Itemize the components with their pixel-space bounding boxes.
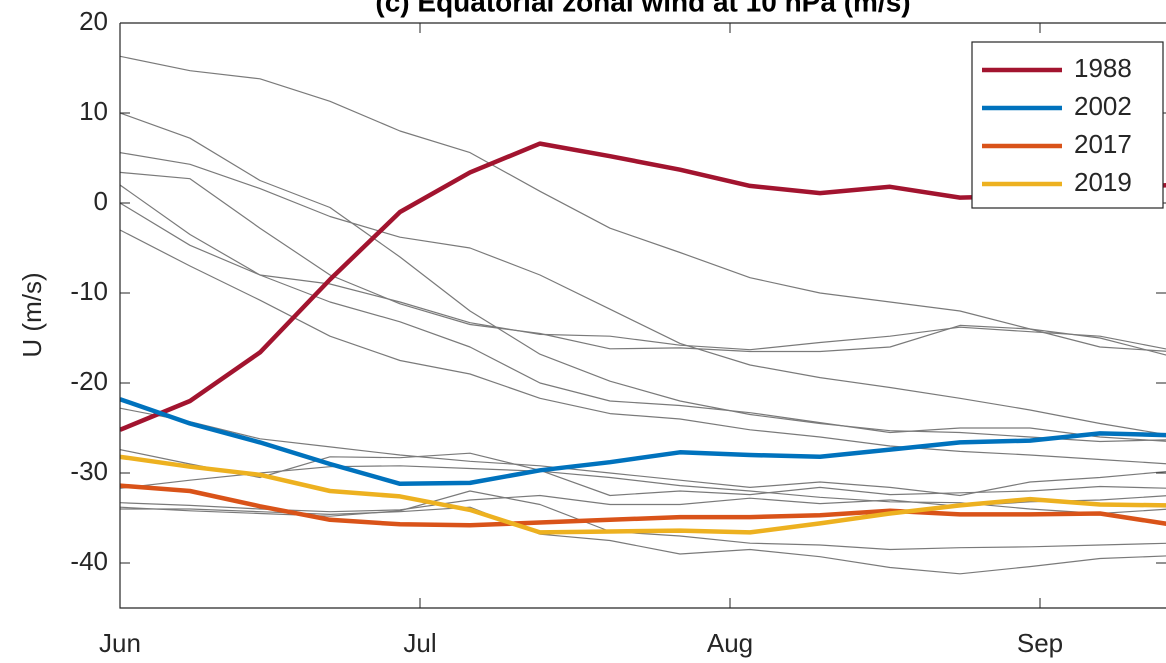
legend-label: 2002 — [1074, 91, 1132, 121]
background-line — [120, 112, 1166, 443]
legend-label: 2017 — [1074, 129, 1132, 159]
background-line — [120, 465, 1166, 515]
y-axis-label: U (m/s) — [17, 272, 47, 357]
y-tick-label: -30 — [70, 456, 108, 486]
axes-box — [119, 22, 1166, 609]
y-tick-label: 0 — [94, 186, 108, 216]
legend-label: 1988 — [1074, 53, 1132, 83]
x-tick-label: Jun — [99, 628, 141, 658]
y-tick-label: -10 — [70, 276, 108, 306]
background-line — [120, 184, 1166, 442]
series-line — [120, 483, 1166, 528]
y-tick-label: -20 — [70, 366, 108, 396]
background-line — [120, 229, 1166, 465]
series-line — [120, 397, 1166, 487]
x-tick-label: Sep — [1017, 628, 1063, 658]
y-tick-label: 10 — [79, 96, 108, 126]
background-line — [120, 171, 1166, 356]
background-line — [120, 152, 1166, 436]
background-line — [120, 407, 1166, 497]
background-line — [120, 55, 1166, 352]
legend-label: 2019 — [1074, 167, 1132, 197]
x-tick-label: Jul — [403, 628, 436, 658]
y-tick-label: -40 — [70, 546, 108, 576]
series-line — [120, 454, 1166, 535]
y-tick-label: 20 — [79, 6, 108, 36]
chart-title: (c) Equatorial zonal wind at 10 hPa (m/s… — [375, 0, 910, 17]
background-line — [120, 449, 1166, 497]
background-line — [120, 202, 1166, 351]
x-tick-label: Aug — [707, 628, 753, 658]
